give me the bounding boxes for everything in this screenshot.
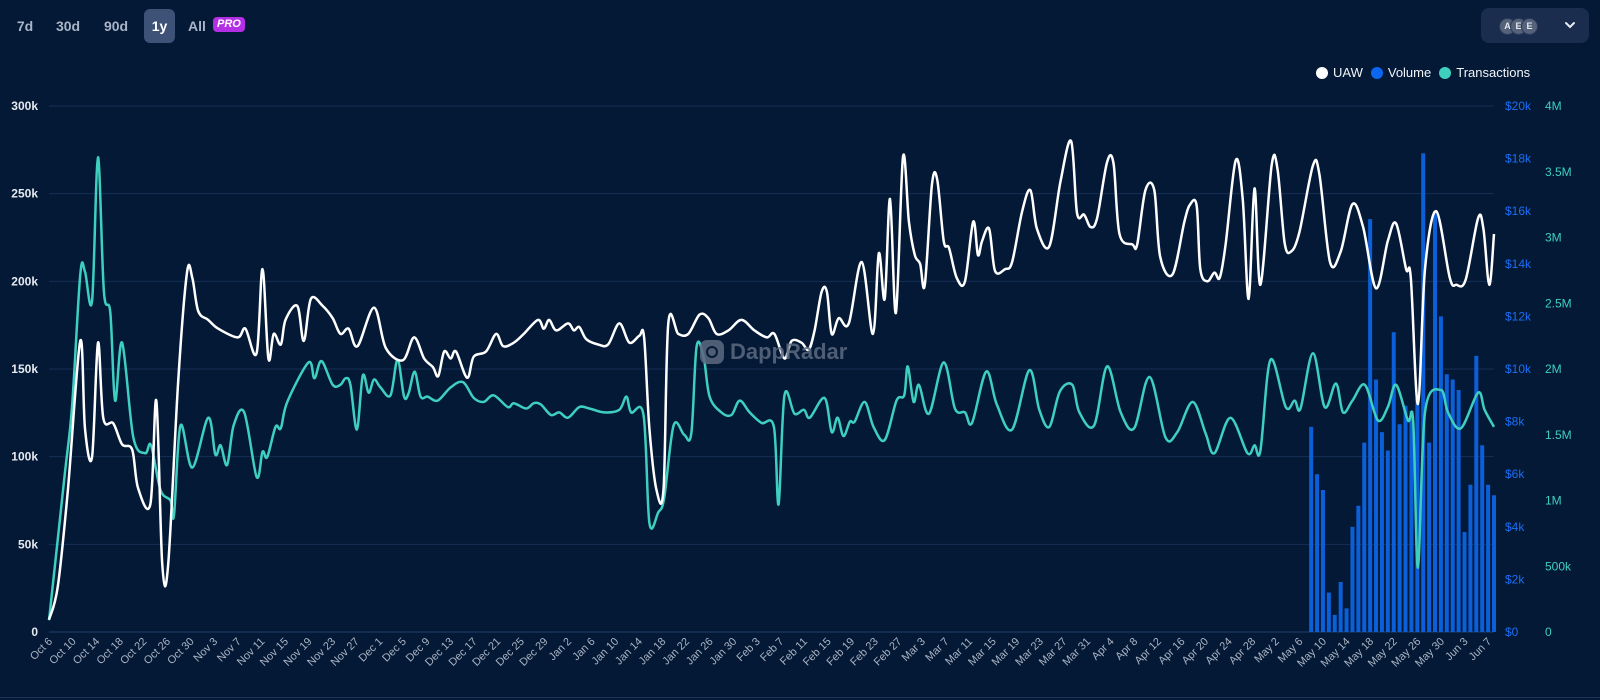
y-tick-label-volume: $18k <box>1505 152 1532 166</box>
volume-bar <box>1462 532 1467 632</box>
x-tick-label: Mar 3 <box>900 636 928 664</box>
watermark-text: DappRadar <box>730 339 848 364</box>
uaw-line <box>47 139 1496 621</box>
volume-bar <box>1403 405 1408 632</box>
y-tick-label-transactions: 1M <box>1545 494 1562 508</box>
y-tick-label-transactions: 3M <box>1545 231 1562 245</box>
y-tick-label-transactions: 2.5M <box>1545 296 1572 310</box>
transactions-line <box>47 156 1496 621</box>
legend-label: UAW <box>1333 65 1363 80</box>
volume-bar <box>1320 489 1325 632</box>
y-tick-label-transactions: 500k <box>1545 559 1572 573</box>
y-tick-label-volume: $2k <box>1505 572 1525 586</box>
chevron-down-icon <box>1565 22 1575 29</box>
x-tick-label: Jan 2 <box>547 636 575 664</box>
volume-bar <box>1356 505 1361 632</box>
volume-bar <box>1385 450 1390 632</box>
dappradar-watermark: DappRadar <box>700 339 847 365</box>
y-tick-label-volume: $8k <box>1505 415 1525 429</box>
chain-selector-dropdown[interactable]: A E E <box>1481 8 1589 43</box>
x-tick-label: Dec 1 <box>357 636 386 665</box>
transactions-dot-icon <box>1439 66 1452 79</box>
y-tick-label-volume: $14k <box>1505 257 1532 271</box>
y-tick-label-transactions: 3.5M <box>1545 165 1572 179</box>
volume-bar <box>1344 608 1349 632</box>
volume-bar <box>1315 474 1320 632</box>
y-tick-label-volume: $10k <box>1505 362 1532 376</box>
y-tick-label-uaw: 300k <box>11 99 38 113</box>
legend-item-transactions[interactable]: Transactions <box>1439 65 1530 80</box>
timeframe-7d-button[interactable]: 7d <box>16 18 34 34</box>
volume-bar <box>1338 582 1343 632</box>
y-tick-label-uaw: 50k <box>18 537 38 551</box>
volume-bar <box>1444 374 1449 632</box>
timeframe-all-button[interactable]: All <box>188 18 206 34</box>
x-tick-label: Apr 4 <box>1090 636 1117 663</box>
dappradar-logo-icon <box>700 340 724 364</box>
volume-bar <box>1379 432 1384 632</box>
x-tick-label: Dec 5 <box>380 636 409 665</box>
y-tick-label-uaw: 0 <box>31 625 38 639</box>
x-tick-label: May 2 <box>1252 636 1282 666</box>
volume-dot-icon <box>1370 66 1383 79</box>
volume-bar <box>1427 442 1432 632</box>
divider <box>0 697 1600 698</box>
uaw-dot-icon <box>1316 66 1328 79</box>
x-tick-label: Feb 3 <box>734 636 762 664</box>
volume-bar <box>1438 316 1443 632</box>
y-tick-label-volume: $4k <box>1505 520 1525 534</box>
volume-bar <box>1326 592 1331 632</box>
volume-bar <box>1374 379 1379 632</box>
legend-label: Transactions <box>1456 65 1531 80</box>
x-tick-label: Jan 30 <box>707 636 739 668</box>
y-tick-label-transactions: 0 <box>1545 625 1552 639</box>
y-tick-label-volume: $12k <box>1505 309 1532 323</box>
y-tick-label-transactions: 1.5M <box>1545 428 1572 442</box>
y-tick-label-volume: $0 <box>1505 625 1519 639</box>
volume-bar <box>1309 426 1314 632</box>
x-tick-label: Oct 30 <box>165 636 196 667</box>
legend-item-volume[interactable]: Volume <box>1370 65 1432 80</box>
y-tick-label-uaw: 150k <box>11 362 38 376</box>
volume-bar <box>1480 445 1485 632</box>
timeframe-30d-button[interactable]: 30d <box>55 18 81 34</box>
legend-label: Volume <box>1387 65 1432 80</box>
volume-bar <box>1486 484 1491 632</box>
timeframe-90d-button[interactable]: 90d <box>103 18 129 34</box>
volume-bar <box>1350 526 1355 632</box>
volume-bar <box>1332 614 1337 632</box>
x-tick-label: Apr 28 <box>1227 636 1258 667</box>
volume-bar <box>1468 484 1473 632</box>
chart-legend: UAW Volume Transactions <box>1316 65 1538 80</box>
volume-bar <box>1409 411 1414 632</box>
volume-bar <box>1433 211 1438 632</box>
volume-bar <box>1421 153 1426 632</box>
volume-bar <box>1474 355 1479 632</box>
volume-bar <box>1362 442 1367 632</box>
y-tick-label-uaw: 250k <box>11 187 38 201</box>
y-tick-label-volume: $16k <box>1505 204 1532 218</box>
volume-bar <box>1397 424 1402 632</box>
y-tick-label-uaw: 200k <box>11 274 38 288</box>
volume-bar <box>1415 397 1420 632</box>
x-tick-label: Nov 3 <box>191 636 220 665</box>
volume-bar <box>1450 379 1455 632</box>
y-tick-label-transactions: 4M <box>1545 99 1562 113</box>
y-tick-label-transactions: 2M <box>1545 362 1562 376</box>
y-tick-label-uaw: 100k <box>11 450 38 464</box>
y-tick-label-volume: $6k <box>1505 467 1525 481</box>
volume-bar <box>1368 219 1373 632</box>
pro-badge: PRO <box>213 17 245 32</box>
x-tick-label: Jun 7 <box>1467 636 1495 664</box>
legend-item-uaw[interactable]: UAW <box>1316 65 1363 80</box>
chain-icon: E <box>1521 18 1538 35</box>
volume-bar <box>1391 332 1396 632</box>
y-tick-label-volume: $20k <box>1505 99 1532 113</box>
timeframe-1y-button[interactable]: 1y <box>144 9 175 43</box>
volume-bar <box>1456 390 1461 632</box>
volume-bar <box>1492 495 1496 632</box>
x-tick-label: Jun 3 <box>1443 636 1471 664</box>
